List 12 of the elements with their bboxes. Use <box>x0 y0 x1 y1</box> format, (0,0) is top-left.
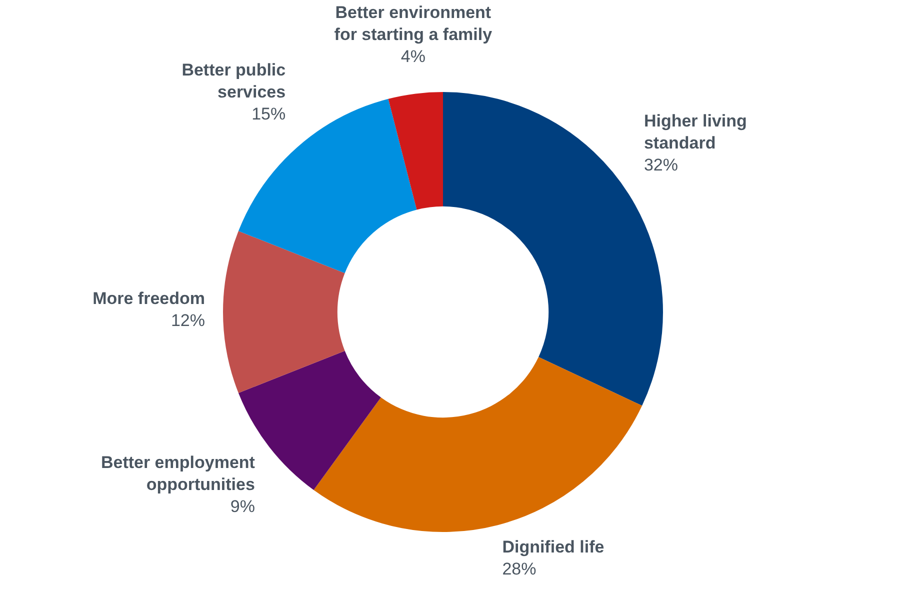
slice-label: Better employment opportunities <box>100 452 256 494</box>
data-label: 32% <box>644 155 678 174</box>
data-label: 12% <box>170 311 205 330</box>
data-label: 4% <box>400 46 426 66</box>
data-label: 15% <box>252 104 286 124</box>
slice-label: More freedom <box>92 289 205 308</box>
slice-label: Dignified life <box>502 538 604 557</box>
slice-label: Higher living standard <box>644 111 747 152</box>
slice-label: Better public services <box>182 60 286 102</box>
data-label: 9% <box>230 496 255 516</box>
slice-label: Better environment for starting a family <box>334 2 493 44</box>
data-label: 28% <box>502 560 536 579</box>
